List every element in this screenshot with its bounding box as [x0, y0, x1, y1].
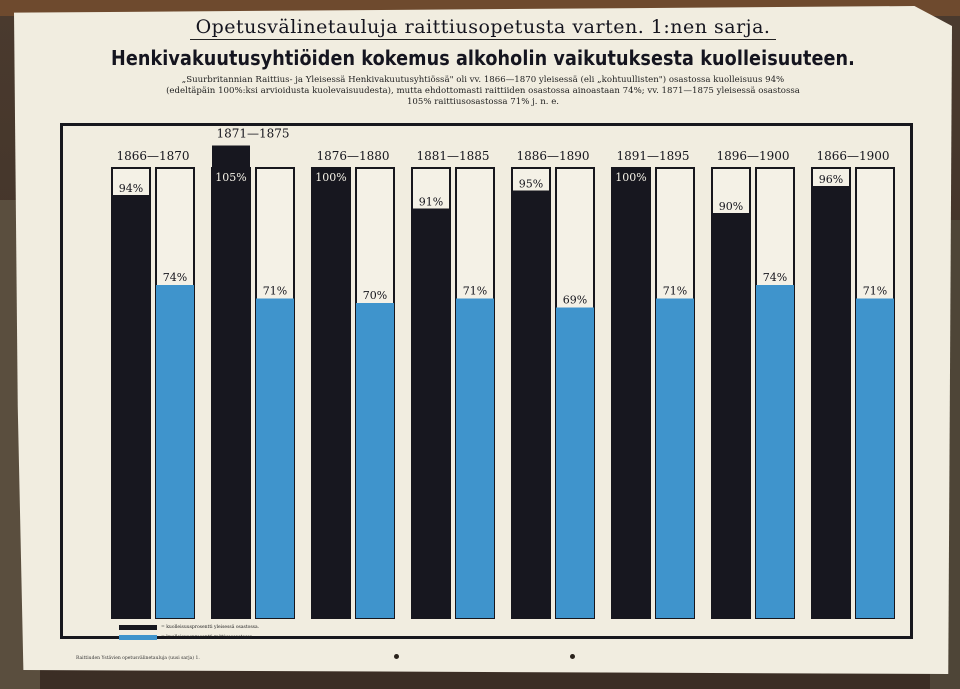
category-label: 1896—1900 [716, 149, 789, 163]
description-line: „Suurbritannian Raittius- ja Yleisessä H… [181, 75, 785, 85]
category-label: 1866—1900 [816, 149, 889, 163]
legend-label-general: = kuolleisuusprosentti yleisessä osastos… [161, 624, 260, 630]
bar-abstainer [456, 298, 494, 618]
value-label-general: 94% [119, 182, 143, 195]
bar-abstainer [356, 303, 394, 618]
main-title: Henkivakuutusyhtiöiden kokemus alkoholin… [111, 46, 855, 70]
value-label-general: 100% [315, 171, 346, 184]
value-label-general: 91% [419, 196, 443, 209]
description-line: (edeltäpäin 100%:ksi arvioidusta kuoleva… [166, 86, 800, 96]
bar-abstainer [856, 298, 894, 618]
footer-note: Raittiuden Ystävien opetusvälinetauluja … [76, 656, 200, 661]
value-label-abstainer: 71% [463, 285, 487, 298]
value-label-general: 90% [719, 200, 743, 213]
value-label-general: 105% [215, 171, 246, 184]
legend: = kuolleisuusprosentti yleisessä osastos… [119, 622, 259, 642]
value-label-abstainer: 71% [863, 285, 887, 298]
bar-abstainer [556, 307, 594, 618]
legend-label-abstainer: = kuolleisuusprosentti raittiusosastossa… [161, 634, 254, 640]
value-label-abstainer: 70% [363, 289, 387, 302]
category-label: 1886—1890 [516, 149, 589, 163]
bar-general [212, 145, 250, 618]
category-label: 1871—1875 [216, 127, 289, 141]
description-line: 105% raittiusosastossa 71% j. n. e. [406, 97, 560, 107]
legend-item-general: = kuolleisuusprosentti yleisessä osastos… [119, 622, 259, 632]
description: „Suurbritannian Raittius- ja Yleisessä H… [158, 75, 808, 108]
mounting-hole [570, 654, 575, 659]
bar-chart: 1866—1870 94% 74% 1871—1875 105% 71% 1876—1880… [111, 127, 895, 619]
legend-item-abstainer: = kuolleisuusprosentti raittiusosastossa… [119, 632, 259, 642]
poster-header: Opetusvälinetauluja raittiusopetusta var… [14, 16, 952, 108]
bar-abstainer [256, 298, 294, 618]
legend-swatch-general [119, 624, 157, 630]
bar-general [512, 190, 550, 618]
category-label: 1881—1885 [416, 149, 489, 163]
value-label-abstainer: 74% [163, 271, 187, 284]
bar-general [312, 168, 350, 618]
value-label-general: 95% [519, 178, 543, 191]
bar-general [712, 213, 750, 618]
bar-general [812, 186, 850, 618]
value-label-abstainer: 69% [563, 294, 587, 307]
mounting-hole [394, 654, 399, 659]
bar-general [112, 195, 150, 618]
value-label-general: 96% [819, 173, 843, 186]
bar-abstainer [756, 285, 794, 618]
chart-frame: 1866—1870 94% 74% 1871—1875 105% 71% 1876—1880… [60, 123, 913, 642]
series-title: Opetusvälinetauluja raittiusopetusta var… [189, 16, 777, 40]
category-label: 1876—1880 [316, 149, 389, 163]
bar-general [412, 208, 450, 618]
value-label-abstainer: 74% [763, 271, 787, 284]
bar-general [612, 168, 650, 618]
value-label-abstainer: 71% [263, 285, 287, 298]
value-label-abstainer: 71% [663, 285, 687, 298]
value-label-general: 100% [615, 171, 646, 184]
category-label: 1866—1870 [116, 149, 189, 163]
bar-abstainer [656, 298, 694, 618]
poster: Opetusvälinetauluja raittiusopetusta var… [14, 6, 952, 674]
legend-swatch-abstainer [119, 634, 157, 640]
bar-abstainer [156, 285, 194, 618]
category-label: 1891—1895 [616, 149, 689, 163]
